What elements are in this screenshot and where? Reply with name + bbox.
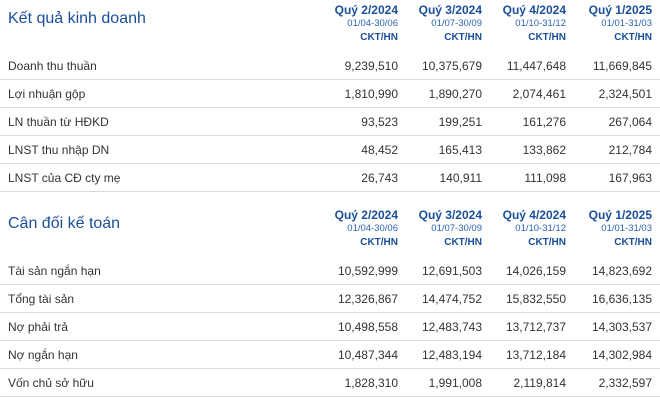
table-row: Nợ ngắn hạn 10,487,344 12,483,194 13,712… xyxy=(0,340,660,369)
period-quarter[interactable]: Quý 3/2024 xyxy=(418,208,482,222)
row-label[interactable]: Nợ ngắn hạn xyxy=(0,340,322,369)
row-label[interactable]: Tài sản ngắn hạn xyxy=(0,257,322,285)
row-value: 12,326,867 xyxy=(322,284,406,313)
row-value: 10,592,999 xyxy=(322,257,406,285)
period-unit: CKT/HN xyxy=(528,32,566,43)
table-row: Doanh thu thuần 9,239,510 10,375,679 11,… xyxy=(0,52,660,80)
row-value: 16,636,135 xyxy=(574,284,660,313)
row-label[interactable]: Doanh thu thuần xyxy=(0,52,322,80)
table-row: Vốn chủ sở hữu 1,828,310 1,991,008 2,119… xyxy=(0,368,660,397)
row-value: 10,487,344 xyxy=(322,340,406,369)
period-quarter[interactable]: Quý 4/2024 xyxy=(502,208,566,222)
row-value: 9,239,510 xyxy=(322,52,406,80)
period-range: 01/01-31/03 xyxy=(601,223,652,234)
period-unit: CKT/HN xyxy=(444,32,482,43)
row-value: 165,413 xyxy=(406,135,490,164)
row-value: 1,890,270 xyxy=(406,79,490,108)
period-unit: CKT/HN xyxy=(360,32,398,43)
row-value: 93,523 xyxy=(322,107,406,136)
period-unit: CKT/HN xyxy=(528,237,566,248)
row-value: 1,810,990 xyxy=(322,79,406,108)
row-value: 2,324,501 xyxy=(574,79,660,108)
period-header: Quý 1/2025 01/01-31/03 CKT/HN xyxy=(574,0,660,52)
row-value: 2,119,814 xyxy=(490,368,574,397)
period-quarter[interactable]: Quý 2/2024 xyxy=(334,3,398,17)
table-row: LNST của CĐ cty mẹ 26,743 140,911 111,09… xyxy=(0,163,660,192)
row-value: 14,302,984 xyxy=(574,340,660,369)
balance-title: Cân đối kế toán xyxy=(8,215,121,232)
row-label[interactable]: Vốn chủ sở hữu xyxy=(0,368,322,397)
row-label[interactable]: LNST thu nhập DN xyxy=(0,135,322,164)
row-value: 267,064 xyxy=(574,107,660,136)
table-row: Tài sản ngắn hạn 10,592,999 12,691,503 1… xyxy=(0,257,660,285)
period-range: 01/07-30/09 xyxy=(431,18,482,29)
row-label[interactable]: Lợi nhuận gộp xyxy=(0,79,322,108)
period-quarter[interactable]: Quý 1/2025 xyxy=(588,208,652,222)
row-value: 111,098 xyxy=(490,163,574,192)
period-range: 01/04-30/06 xyxy=(347,223,398,234)
row-value: 1,991,008 xyxy=(406,368,490,397)
business-header: Kết quả kinh doanh Quý 2/2024 01/04-30/0… xyxy=(0,0,660,52)
period-unit: CKT/HN xyxy=(444,237,482,248)
row-value: 26,743 xyxy=(322,163,406,192)
balance-sheet-table: Cân đối kế toán Quý 2/2024 01/04-30/06 C… xyxy=(0,205,660,397)
period-header: Quý 1/2025 01/01-31/03 CKT/HN xyxy=(574,205,660,257)
period-quarter[interactable]: Quý 4/2024 xyxy=(502,3,566,17)
row-value: 15,832,550 xyxy=(490,284,574,313)
period-quarter[interactable]: Quý 1/2025 xyxy=(588,3,652,17)
table-row: Tổng tài sản 12,326,867 14,474,752 15,83… xyxy=(0,284,660,313)
period-range: 01/04-30/06 xyxy=(347,18,398,29)
period-header: Quý 3/2024 01/07-30/09 CKT/HN xyxy=(406,0,490,52)
table-row: Lợi nhuận gộp 1,810,990 1,890,270 2,074,… xyxy=(0,79,660,108)
row-label[interactable]: Nợ phải trả xyxy=(0,312,322,341)
row-value: 2,074,461 xyxy=(490,79,574,108)
row-value: 212,784 xyxy=(574,135,660,164)
row-value: 161,276 xyxy=(490,107,574,136)
row-value: 13,712,184 xyxy=(490,340,574,369)
period-unit: CKT/HN xyxy=(360,237,398,248)
row-value: 12,483,194 xyxy=(406,340,490,369)
row-value: 199,251 xyxy=(406,107,490,136)
period-range: 01/10-31/12 xyxy=(515,18,566,29)
row-label[interactable]: Tổng tài sản xyxy=(0,284,322,313)
table-row: LNST thu nhập DN 48,452 165,413 133,862 … xyxy=(0,135,660,164)
period-unit: CKT/HN xyxy=(614,237,652,248)
row-value: 12,691,503 xyxy=(406,257,490,285)
row-value: 133,862 xyxy=(490,135,574,164)
period-quarter[interactable]: Quý 3/2024 xyxy=(418,3,482,17)
row-value: 11,447,648 xyxy=(490,52,574,80)
period-quarter[interactable]: Quý 2/2024 xyxy=(334,208,398,222)
period-header: Quý 3/2024 01/07-30/09 CKT/HN xyxy=(406,205,490,257)
period-range: 01/01-31/03 xyxy=(601,18,652,29)
row-value: 1,828,310 xyxy=(322,368,406,397)
row-value: 11,669,845 xyxy=(574,52,660,80)
period-header: Quý 2/2024 01/04-30/06 CKT/HN xyxy=(322,0,406,52)
table-row: LN thuần từ HĐKD 93,523 199,251 161,276 … xyxy=(0,107,660,136)
row-value: 14,303,537 xyxy=(574,312,660,341)
period-range: 01/07-30/09 xyxy=(431,223,482,234)
row-value: 13,712,737 xyxy=(490,312,574,341)
row-value: 14,823,692 xyxy=(574,257,660,285)
row-value: 167,963 xyxy=(574,163,660,192)
period-header: Quý 4/2024 01/10-31/12 CKT/HN xyxy=(490,205,574,257)
row-value: 48,452 xyxy=(322,135,406,164)
row-label[interactable]: LNST của CĐ cty mẹ xyxy=(0,163,322,192)
row-label[interactable]: LN thuần từ HĐKD xyxy=(0,107,322,136)
row-value: 140,911 xyxy=(406,163,490,192)
row-value: 14,026,159 xyxy=(490,257,574,285)
row-value: 10,498,558 xyxy=(322,312,406,341)
business-results-table: Kết quả kinh doanh Quý 2/2024 01/04-30/0… xyxy=(0,0,660,192)
period-header: Quý 4/2024 01/10-31/12 CKT/HN xyxy=(490,0,574,52)
business-title: Kết quả kinh doanh xyxy=(8,10,146,27)
table-row: Nợ phải trả 10,498,558 12,483,743 13,712… xyxy=(0,312,660,341)
period-unit: CKT/HN xyxy=(614,32,652,43)
balance-header: Cân đối kế toán Quý 2/2024 01/04-30/06 C… xyxy=(0,205,660,257)
row-value: 14,474,752 xyxy=(406,284,490,313)
row-value: 12,483,743 xyxy=(406,312,490,341)
row-value: 2,332,597 xyxy=(574,368,660,397)
period-range: 01/10-31/12 xyxy=(515,223,566,234)
row-value: 10,375,679 xyxy=(406,52,490,80)
period-header: Quý 2/2024 01/04-30/06 CKT/HN xyxy=(322,205,406,257)
